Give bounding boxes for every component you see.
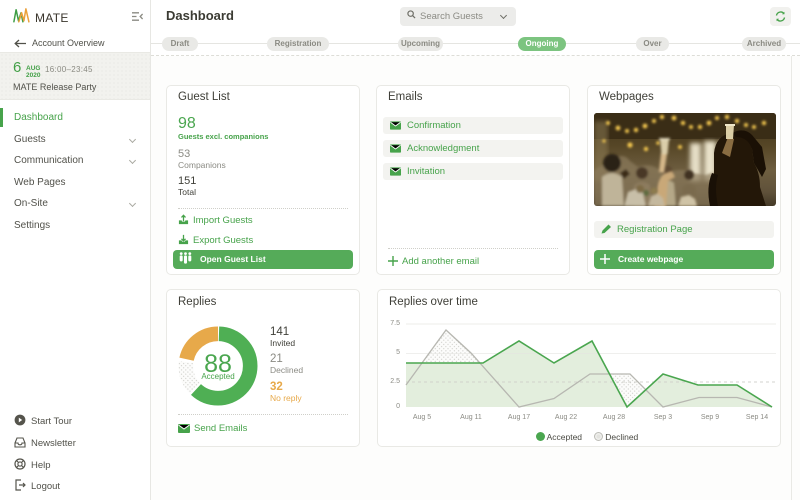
svg-text:88: 88: [204, 350, 232, 378]
svg-text:Accepted: Accepted: [201, 372, 234, 381]
